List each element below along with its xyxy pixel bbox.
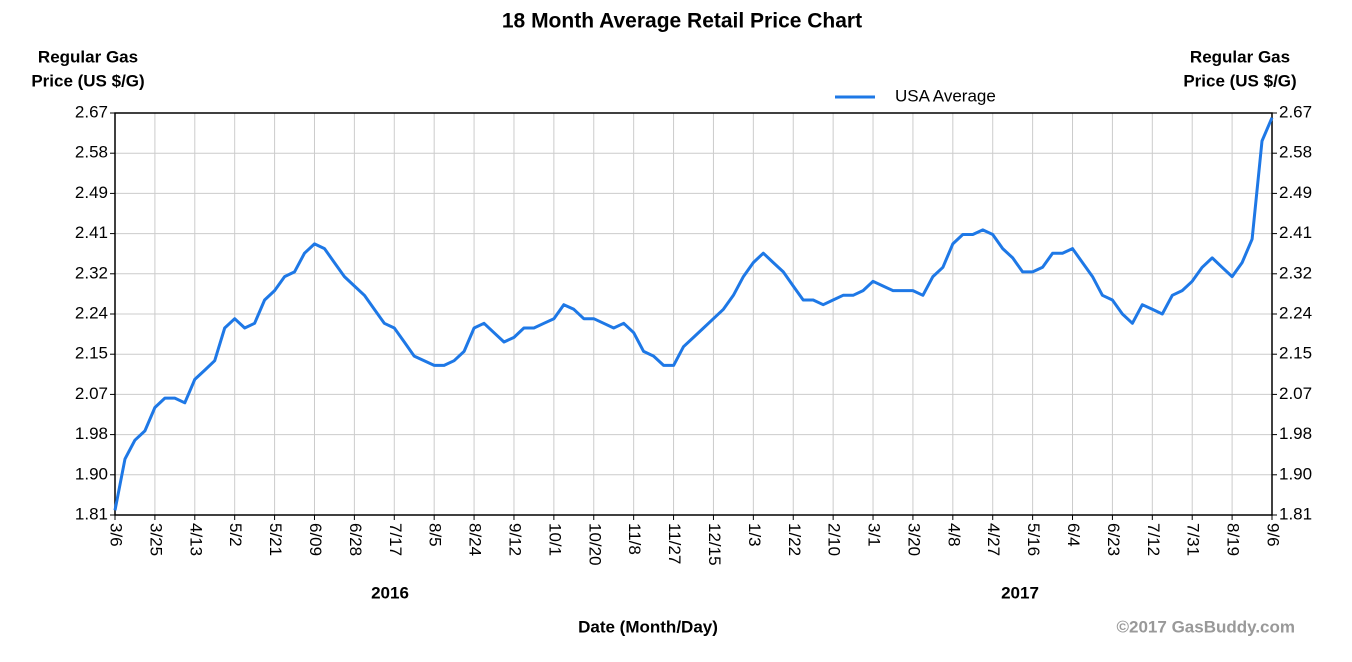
x-tick-label: 12/15: [705, 523, 724, 566]
y2-tick-label: 2.24: [1279, 303, 1312, 322]
y2-tick-label: 1.90: [1279, 464, 1312, 483]
x-tick-label: 6/28: [346, 523, 365, 556]
y-tick-label: 2.49: [75, 183, 108, 202]
y2-tick-label: 2.15: [1279, 344, 1312, 363]
x-tick-label: 6/4: [1064, 523, 1083, 547]
x-tick-label: 7/17: [386, 523, 405, 556]
x-tick-label: 3/25: [146, 523, 165, 556]
x-tick-label: 7/12: [1144, 523, 1163, 556]
y2-tick-label: 2.32: [1279, 263, 1312, 282]
x-tick-label: 5/16: [1024, 523, 1043, 556]
y-tick-label: 2.41: [75, 223, 108, 242]
series-line: [113, 117, 1274, 511]
credit: ©2017 GasBuddy.com: [1117, 617, 1296, 636]
y-tick-label: 2.58: [75, 143, 108, 162]
y-tick-label: 2.32: [75, 263, 108, 282]
x-tick-label: 2/10: [825, 523, 844, 556]
year-label: 2016: [371, 583, 409, 602]
y-tick-label: 1.90: [75, 464, 108, 483]
chart-title: 18 Month Average Retail Price Chart: [502, 10, 862, 33]
x-tick-label: 9/12: [505, 523, 524, 556]
x-tick-label: 3/20: [904, 523, 923, 556]
legend-label: USA Average: [895, 86, 996, 105]
x-tick-label: 8/5: [426, 523, 445, 547]
y-tick-label: 2.15: [75, 344, 108, 363]
y-tick-label: 2.67: [75, 102, 108, 121]
x-tick-label: 4/8: [944, 523, 963, 547]
y-tick-label: 1.98: [75, 424, 108, 443]
x-tick-label: 11/27: [665, 523, 684, 564]
y2-tick-label: 1.98: [1279, 424, 1312, 443]
year-label: 2017: [1001, 583, 1039, 602]
x-tick-label: 1/3: [745, 523, 764, 547]
x-tick-label: 8/24: [466, 523, 485, 556]
x-tick-label: 3/1: [865, 523, 884, 547]
x-tick-label: 10/1: [545, 523, 564, 556]
x-tick-label: 4/13: [186, 523, 205, 556]
y-axis-label: Price (US $/G): [31, 71, 144, 90]
x-tick-label: 7/31: [1184, 523, 1203, 556]
x-tick-label: 5/2: [226, 523, 245, 547]
x-tick-label: 11/8: [625, 523, 644, 555]
y2-tick-label: 2.67: [1279, 102, 1312, 121]
x-tick-label: 10/20: [585, 523, 604, 566]
y-axis-label: Regular Gas: [38, 47, 138, 66]
x-tick-label: 1/22: [785, 523, 804, 556]
x-tick-label: 4/27: [984, 523, 1003, 556]
x-tick-label: 8/19: [1224, 523, 1243, 556]
y-tick-label: 1.81: [75, 504, 108, 523]
y2-tick-label: 2.58: [1279, 143, 1312, 162]
x-tick-label: 6/23: [1104, 523, 1123, 556]
x-tick-label: 5/21: [266, 523, 285, 556]
x-tick-label: 9/6: [1264, 523, 1283, 547]
x-tick-label: 6/09: [306, 523, 325, 556]
x-axis-label: Date (Month/Day): [578, 617, 718, 636]
y2-tick-label: 1.81: [1279, 504, 1312, 523]
x-tick-label: 3/6: [107, 523, 126, 547]
y-tick-label: 2.24: [75, 303, 108, 322]
plot-frame: [114, 112, 1273, 516]
y2-axis-label: Regular Gas: [1190, 47, 1290, 66]
y2-tick-label: 2.41: [1279, 223, 1312, 242]
y2-tick-label: 2.07: [1279, 384, 1312, 403]
y2-axis-label: Price (US $/G): [1183, 71, 1296, 90]
y2-tick-label: 2.49: [1279, 183, 1312, 202]
y-tick-label: 2.07: [75, 384, 108, 403]
